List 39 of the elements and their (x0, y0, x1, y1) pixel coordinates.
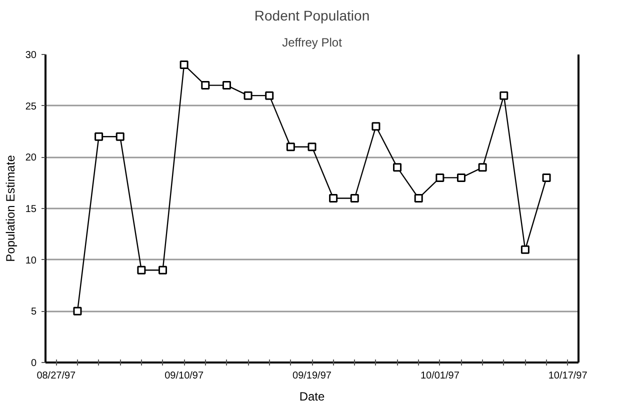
point (73, 306, 82, 316)
x-tick-label: 08/27/97 (36, 370, 76, 382)
x-tick-label: 10/17/97 (548, 370, 588, 382)
point (180, 60, 188, 70)
point (158, 266, 168, 274)
chart-subtitle: Jeffrey Plot (282, 36, 343, 50)
point (520, 245, 530, 254)
point (456, 173, 466, 182)
point (393, 163, 402, 172)
chart-title: Rodent Population (254, 8, 370, 24)
point (94, 132, 104, 141)
x-tick-label: 10/01/97 (420, 370, 460, 382)
x-axis-title: Date (299, 390, 325, 404)
y-tick-label: 30 (25, 50, 37, 61)
y-tick-label: 15 (25, 204, 37, 215)
x-tick-label: 09/10/97 (164, 370, 204, 382)
point (478, 163, 487, 172)
point (222, 81, 231, 90)
point (137, 266, 146, 274)
point (350, 194, 359, 202)
y-tick-label: 0 (30, 358, 37, 369)
point (308, 142, 316, 152)
x-tick-label: 09/19/97 (292, 370, 332, 382)
point (329, 194, 338, 202)
y-tick-label: 20 (25, 152, 37, 164)
point (542, 173, 551, 182)
point (500, 91, 508, 100)
point (286, 142, 295, 152)
y-tick-label: 25 (25, 101, 37, 112)
point (436, 173, 444, 182)
point (414, 194, 423, 202)
point (116, 132, 124, 141)
y-tick-label: 10 (25, 255, 37, 266)
point (265, 91, 274, 100)
point (244, 91, 252, 100)
point (372, 122, 380, 131)
point (201, 81, 210, 90)
y-axis-title: Population Estimate (3, 154, 18, 262)
y-tick-label: 5 (30, 306, 37, 318)
